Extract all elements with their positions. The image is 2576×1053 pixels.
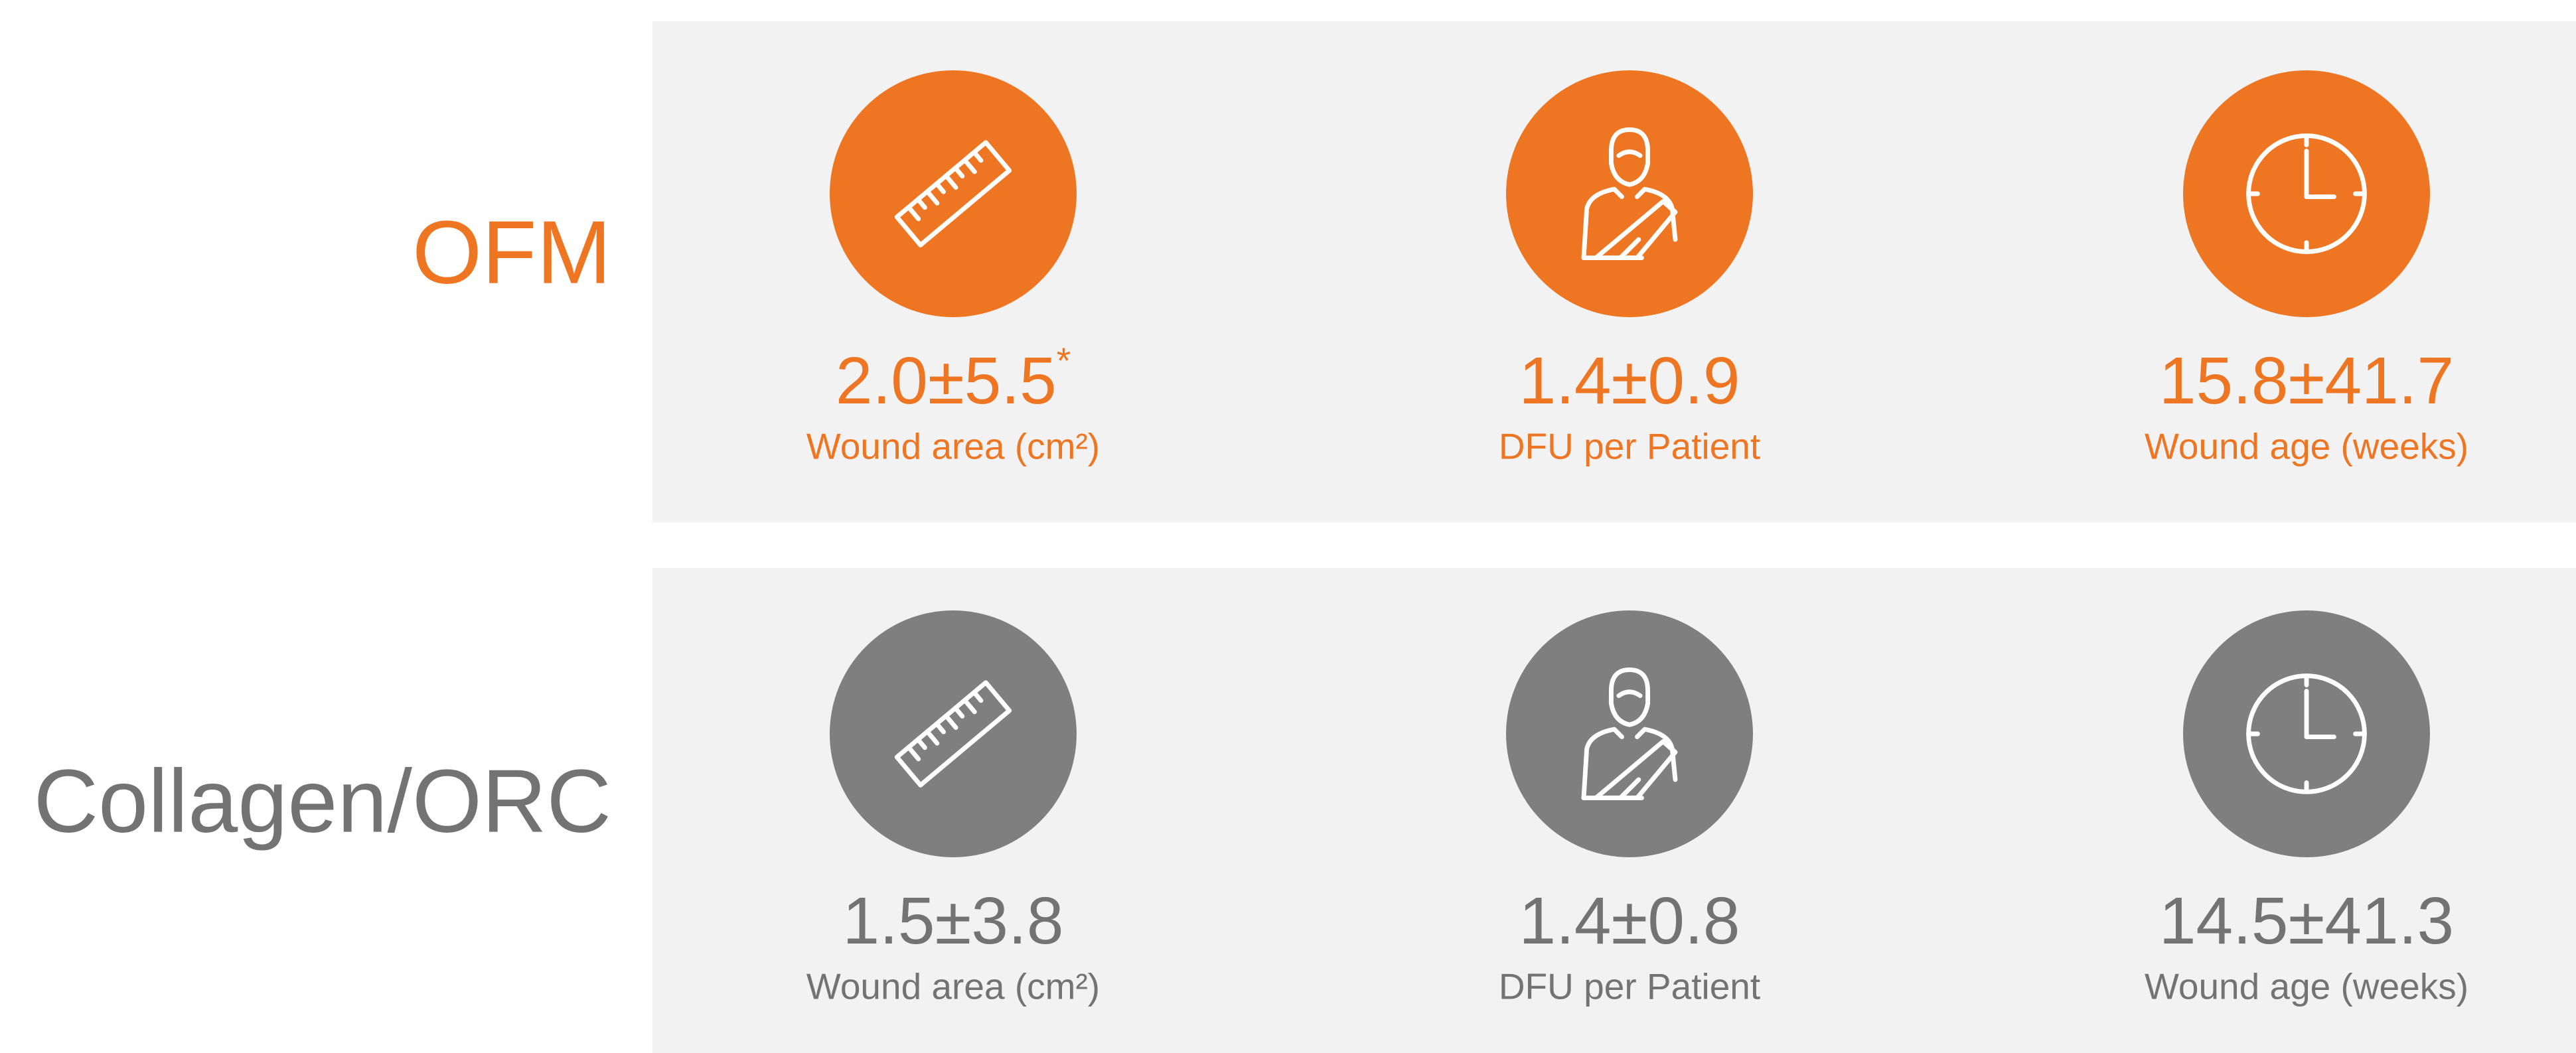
stat-caption: Wound area (cm²) bbox=[806, 966, 1100, 1007]
stat-value: 1.5±3.8 bbox=[843, 884, 1064, 958]
stat-caption: Wound area (cm²) bbox=[806, 426, 1100, 467]
row: OFM 2.0±5.5* Wound area (cm²) 1.4±0.9 DFU pe… bbox=[412, 70, 2468, 467]
icon-circle bbox=[830, 610, 1077, 857]
stat-value: 15.8±41.7 bbox=[2159, 344, 2454, 418]
stat-number: 1.4±0.8 bbox=[1519, 884, 1740, 958]
stat-number: 14.5±41.3 bbox=[2159, 884, 2454, 958]
stat-number: 1.5±3.8 bbox=[843, 884, 1064, 958]
stat-caption: DFU per Patient bbox=[1499, 426, 1760, 467]
row-label: Collagen/ORC bbox=[34, 751, 611, 851]
row: Collagen/ORC 1.5±3.8 Wound area (cm²) 1.4±0… bbox=[34, 610, 2468, 1007]
footnote-marker: * bbox=[1057, 340, 1071, 381]
stat-number: 2.0±5.5 bbox=[836, 344, 1057, 418]
stat-caption: Wound age (weeks) bbox=[2145, 966, 2468, 1007]
stat-value: 2.0±5.5* bbox=[836, 340, 1071, 419]
icon-circle bbox=[1506, 70, 1753, 317]
stat-caption: DFU per Patient bbox=[1499, 966, 1760, 1007]
icon-circle bbox=[1506, 610, 1753, 857]
stat-value: 1.4±0.8 bbox=[1519, 884, 1740, 958]
stat-value: 1.4±0.9 bbox=[1519, 344, 1740, 418]
stat-number: 15.8±41.7 bbox=[2159, 344, 2454, 418]
stat-number: 1.4±0.9 bbox=[1519, 344, 1740, 418]
stat-value: 14.5±41.3 bbox=[2159, 884, 2454, 958]
row-label: OFM bbox=[412, 202, 611, 303]
icon-circle bbox=[830, 70, 1077, 317]
stat-caption: Wound age (weeks) bbox=[2145, 426, 2468, 467]
